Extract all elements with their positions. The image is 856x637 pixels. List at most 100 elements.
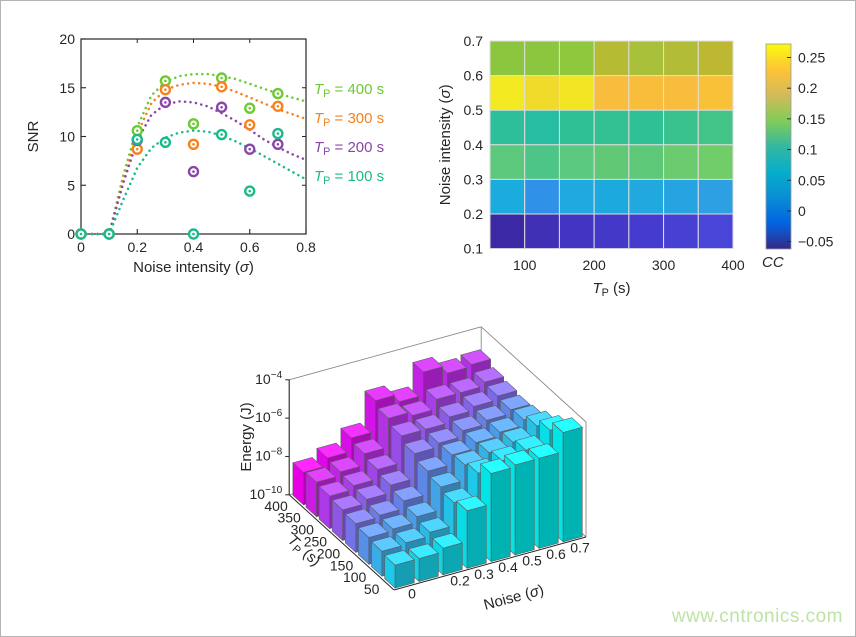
heatmap-cell (558, 40, 595, 77)
bar-top-face (438, 401, 470, 418)
label-part: 0 (77, 239, 85, 255)
heatmap-cell (697, 75, 734, 111)
label-part: 200 (582, 257, 606, 273)
bar-top-face (528, 443, 559, 459)
label-part: 0.5 (464, 102, 484, 118)
heatmap-y-tick-label: 0.2 (464, 206, 484, 222)
label-part: = 100 s (330, 168, 384, 185)
heatmap-cell (558, 109, 595, 146)
box-top-right-edge (480, 326, 587, 423)
bar-top-face (318, 480, 350, 497)
snr-legend-entry-200s: TP = 200 s (314, 139, 384, 158)
colorbar-tick-label: 0.15 (798, 111, 825, 127)
snr-marker-dot (107, 232, 111, 236)
bar-top-face (384, 549, 415, 566)
heatmap-cell (697, 144, 734, 180)
heatmap-cell (524, 144, 560, 180)
noise-tick-label: 0.3 (474, 566, 494, 582)
label-part: 400 (721, 257, 745, 273)
label-part: 15 (59, 80, 75, 96)
heatmap-cell (697, 109, 734, 146)
heatmap-cell (697, 40, 734, 77)
bar-top-face (475, 405, 507, 421)
heatmap-y-axis-label: Noise intensity (σ) (437, 84, 454, 205)
snr-y-tick-label: 15 (59, 80, 75, 96)
snr-y-tick-label: 10 (59, 129, 75, 145)
heatmap-cell (593, 109, 630, 146)
snr-x-axis-label: Noise intensity (σ) (133, 259, 254, 276)
colorbar-tick-label: 0.1 (798, 142, 818, 158)
bar-top-face (292, 457, 324, 473)
z-axis-label: Energy (J) (238, 402, 255, 471)
label-part: 0.7 (464, 33, 484, 49)
snr-y-axis-label: SNR (25, 120, 42, 152)
label-part: Energy (J) (238, 402, 255, 471)
tp-tick-label: 350 (277, 510, 301, 526)
heatmap-cell (524, 75, 560, 111)
heatmap-cell (628, 40, 665, 77)
heatmap-cell (489, 213, 526, 250)
label-part: −6 (271, 408, 283, 419)
tp-tick-label: 150 (330, 557, 354, 573)
noise-axis-label: Noise (σ) (482, 581, 546, 613)
z-tick-label: 10−8 (255, 446, 282, 463)
heatmap-cell (489, 75, 526, 111)
colorbar-tick-label: −0.05 (798, 234, 834, 250)
tp-tick-label: 50 (364, 581, 380, 597)
bar-top-face (331, 494, 363, 511)
snr-marker-dot (192, 232, 195, 236)
label-part: 0.4 (184, 239, 204, 255)
snr-y-tick-label: 20 (59, 31, 75, 47)
bar-top-face (408, 543, 439, 559)
label-part: SNR (25, 120, 42, 152)
bar-top-face (344, 508, 376, 525)
label-part: −0.05 (798, 234, 834, 250)
label-part: 0.4 (498, 559, 518, 575)
snr-marker-dot (135, 147, 139, 151)
label-part: T (314, 81, 325, 98)
label-part: 0 (798, 203, 806, 219)
box-top-left-edge (289, 326, 482, 381)
noise-tick-label: 0.7 (570, 539, 590, 555)
label-part: 0.6 (240, 239, 260, 255)
bar-top-face (316, 442, 348, 459)
bar-front-face (538, 452, 559, 549)
bar-top-face (342, 470, 374, 486)
tp-tick-label: 100 (343, 569, 367, 585)
bar-top-face (368, 499, 400, 516)
heatmap-cell (593, 213, 630, 250)
snr-axis-box (80, 38, 307, 235)
noise-tick-label: 0.4 (498, 559, 518, 575)
label-part: 0.2 (450, 572, 470, 588)
bar-top-face (377, 403, 409, 419)
snr-fit-curve-400s (79, 72, 308, 236)
label-part: 0.25 (798, 50, 825, 66)
bar-top-face (392, 485, 424, 502)
label-part: T (314, 168, 325, 185)
snr-x-tick-label: 0.8 (296, 239, 316, 255)
snr-legend-entry-400s: TP = 400 s (314, 81, 384, 100)
label-part: 10 (255, 409, 271, 425)
snr-marker-dot (220, 133, 223, 136)
snr-x-tick-label: 0 (77, 239, 85, 255)
bar-top-face (403, 438, 435, 454)
label-part: 0.6 (546, 546, 566, 562)
bar-top-face (486, 380, 518, 397)
heatmap-x-tick-label: 200 (582, 257, 606, 273)
heatmap-cell (524, 40, 560, 77)
label-part: −8 (271, 446, 283, 457)
bar-top-face (305, 467, 337, 483)
label-part: P (323, 146, 330, 158)
snr-y-tick-label: 0 (67, 226, 75, 242)
heatmap-cell (524, 213, 560, 250)
bar-top-face (499, 394, 531, 411)
heatmap-cell (697, 178, 734, 215)
noise-tick-label: 0.6 (546, 546, 566, 562)
snr-x-tick-label: 0.6 (240, 239, 260, 255)
colorbar-cc-label: CC (762, 254, 784, 271)
noise-tick-label: 0 (408, 586, 416, 602)
bar-front-face (514, 459, 535, 556)
label-part: 0.4 (464, 137, 484, 153)
bar-top-face (464, 427, 496, 443)
label-part: 0.3 (464, 171, 484, 187)
